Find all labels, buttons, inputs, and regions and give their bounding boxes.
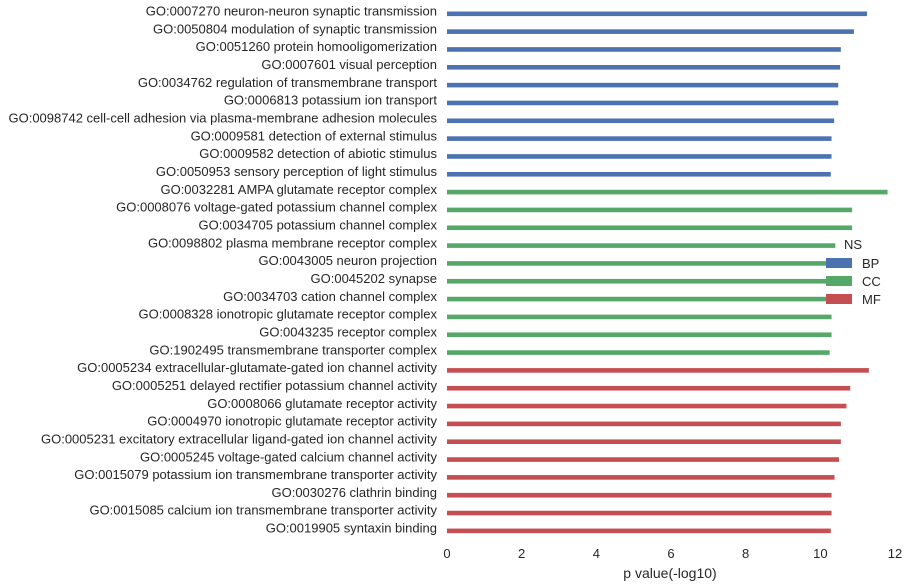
category-label: GO:0008076 voltage-gated potassium chann… (116, 200, 437, 215)
category-label: GO:0007270 neuron-neuron synaptic transm… (146, 4, 437, 19)
bar (447, 261, 832, 266)
x-tick-label: 0 (443, 546, 450, 561)
bar (447, 492, 832, 498)
category-label: GO:0043235 receptor complex (259, 324, 437, 339)
category-label: GO:0015079 potassium ion transmembrane t… (74, 467, 437, 482)
bar (447, 457, 839, 462)
x-tick-label: 12 (888, 546, 902, 561)
category-label: GO:0098742 cell-cell adhesion via plasma… (8, 110, 437, 125)
legend: NS BP CC MF (826, 237, 881, 307)
category-label: GO:0098802 plasma membrane receptor comp… (148, 235, 438, 250)
category-label: GO:0019905 syntaxin binding (266, 521, 437, 536)
bar (447, 278, 830, 284)
category-label: GO:0005251 delayed rectifier potassium c… (112, 378, 438, 393)
bar (447, 118, 835, 124)
bar (447, 385, 851, 391)
bar (447, 171, 831, 177)
x-tick-label: 10 (813, 546, 827, 561)
x-tick-label: 2 (518, 546, 525, 561)
bar (447, 29, 854, 34)
legend-entries: BP CC MF (826, 256, 881, 307)
x-tick-labels-group: 0 2 4 6 8 10 12 (443, 546, 902, 561)
category-label: GO:0007601 visual perception (261, 57, 437, 72)
bar (447, 528, 831, 534)
bar (447, 314, 832, 320)
bar (447, 510, 832, 516)
category-label: GO:0050953 sensory perception of light s… (156, 164, 438, 179)
category-label: GO:0043005 neuron projection (258, 253, 437, 268)
bar (447, 475, 835, 480)
category-label: GO:0006813 potassium ion transport (224, 93, 438, 108)
bars-group (447, 11, 888, 534)
bar (447, 82, 839, 88)
category-label: GO:0004970 ionotropic glutamate receptor… (147, 414, 437, 429)
category-label: GO:0045202 synapse (311, 271, 437, 286)
bar (447, 350, 830, 355)
category-label: GO:0030276 clathrin binding (271, 485, 437, 500)
bar (447, 154, 832, 159)
category-label: GO:0008066 glutamate receptor activity (207, 396, 437, 411)
bar (447, 368, 869, 373)
category-label: GO:0008328 ionotropic glutamate receptor… (139, 307, 438, 322)
bar (447, 243, 836, 248)
category-label: GO:0050804 modulation of synaptic transm… (153, 21, 437, 36)
category-label: GO:0034703 cation channel complex (223, 289, 437, 304)
bar (447, 47, 841, 52)
legend-swatch (826, 258, 852, 268)
legend-swatch (826, 276, 852, 286)
x-tick-label: 8 (742, 546, 749, 561)
category-label: GO:0051260 protein homooligomerization (196, 39, 437, 54)
legend-title: NS (844, 237, 862, 252)
bar (447, 403, 847, 409)
category-label: GO:0034705 potassium channel complex (199, 217, 438, 232)
legend-label: BP (862, 256, 879, 271)
x-axis-title: p value(-log10) (623, 565, 716, 581)
category-label: GO:0032281 AMPA glutamate receptor compl… (160, 182, 437, 197)
bar (447, 100, 839, 106)
bar (447, 189, 888, 195)
category-label: GO:0009582 detection of abiotic stimulus (199, 146, 437, 161)
category-label: GO:0015085 calcium ion transmembrane tra… (89, 503, 437, 518)
bar (447, 225, 853, 231)
x-tick-label: 4 (593, 546, 600, 561)
category-label: GO:0005231 excitatory extracellular liga… (41, 431, 438, 446)
bar (447, 64, 841, 70)
legend-swatch (826, 294, 852, 304)
category-label: GO:0034762 regulation of transmembrane t… (138, 75, 438, 90)
bar (447, 136, 832, 141)
category-labels-group: GO:0007270 neuron-neuron synaptic transm… (8, 4, 437, 536)
bar (447, 207, 853, 213)
bar (447, 11, 867, 17)
bar (447, 296, 830, 302)
bar (447, 439, 841, 445)
legend-label: CC (862, 274, 881, 289)
x-tick-label: 6 (667, 546, 674, 561)
bar (447, 332, 832, 338)
category-label: GO:0005245 voltage-gated calcium channel… (140, 449, 438, 464)
category-label: GO:1902495 transmembrane transporter com… (149, 342, 437, 357)
legend-label: MF (862, 292, 881, 307)
category-label: GO:0009581 detection of external stimulu… (191, 128, 438, 143)
category-label: GO:0005234 extracellular-glutamate-gated… (77, 360, 437, 375)
bar (447, 421, 841, 427)
